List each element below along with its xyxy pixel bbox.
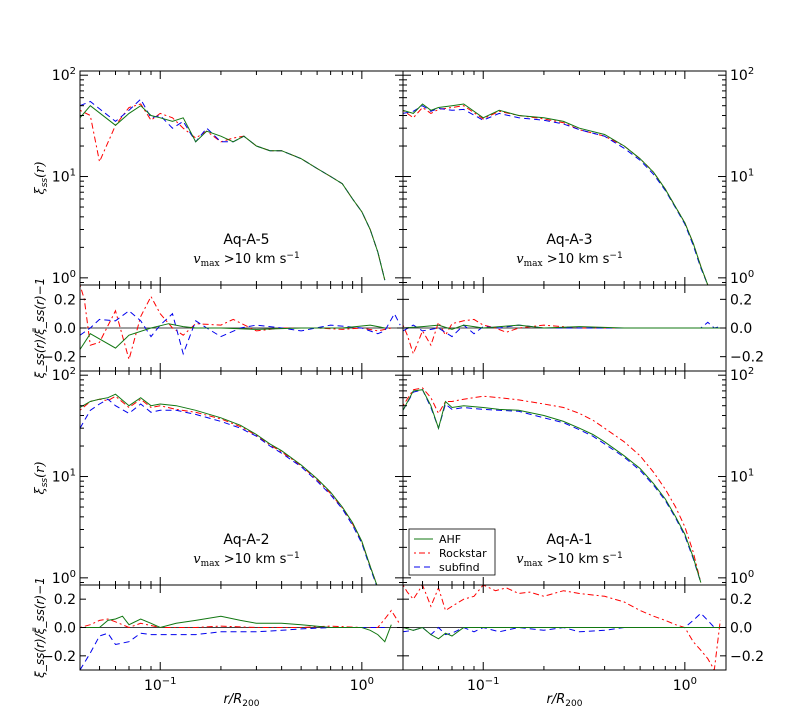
y-tick-label: 100 [52, 569, 76, 587]
ratio-line-rockstar [403, 585, 721, 670]
y-tick-label: 102 [730, 66, 754, 84]
y-tick-label: 101 [52, 468, 76, 486]
legend-label-rockstar: Rockstar [439, 547, 487, 560]
x-axis-label: r/R200 [224, 692, 260, 706]
y-axis-label: ξss(r) [33, 162, 50, 195]
panel-subtitle: vmax >10 km s−1 [193, 551, 299, 569]
series-line-subfind [80, 398, 377, 585]
panel-title: Aq-A-1 [546, 532, 592, 548]
x-axis-label: r/R200 [547, 692, 583, 706]
y-tick-label: 101 [730, 468, 754, 486]
panel-title: Aq-A-3 [546, 232, 592, 248]
legend-box [408, 528, 496, 576]
ratio-line-subfind [80, 310, 401, 356]
legend-label-subfind: subfind [439, 561, 480, 574]
x-tick-label: 100 [673, 676, 697, 694]
legend-label-ahf: AHF [439, 533, 461, 546]
y-tick-label: 102 [52, 366, 76, 384]
ratio-y-tick-label: 0.0 [730, 621, 752, 637]
x-tick-label: 100 [350, 676, 374, 694]
ratio-line-ahf [403, 626, 726, 640]
y-tick-label: 102 [730, 366, 754, 384]
ratio-y-tick-label: 0.0 [730, 321, 752, 337]
y-tick-label: 100 [52, 269, 76, 287]
series-line-rockstar [403, 387, 702, 583]
series-line-ahf [80, 393, 378, 585]
series-line-ahf [403, 389, 702, 583]
ratio-y-tick-label: 0.2 [54, 292, 76, 308]
x-tick-label: 10−1 [144, 676, 177, 694]
ratio-y-tick-label: 0.0 [54, 321, 76, 337]
ratio-line-ahf [403, 324, 726, 330]
x-tick-label: 10−1 [467, 676, 500, 694]
y-tick-label: 101 [52, 168, 76, 186]
series-line-subfind [80, 98, 386, 281]
panel-title: Aq-A-5 [223, 232, 269, 248]
ratio-y-tick-label: 0.0 [54, 621, 76, 637]
panel-top-right: 102 101 100 0.2 0.0 −0.2 Aq-A-3 vmax >10 km s−1 [402, 66, 764, 372]
ratio-y-tick-label: 0.2 [730, 292, 752, 308]
y-tick-label: 101 [730, 168, 754, 186]
panel-subtitle: vmax >10 km s−1 [516, 551, 622, 569]
ratio-line-subfind [80, 627, 385, 670]
panel-title: Aq-A-2 [223, 532, 269, 548]
ratio-line-ahf [80, 615, 392, 643]
panel-subtitle: vmax >10 km s−1 [193, 251, 299, 269]
ratio-y-tick-label: −0.2 [730, 649, 764, 665]
series-line-subfind [403, 389, 702, 583]
y-tick-label: 100 [730, 569, 754, 587]
ratio-y-tick-label: −0.2 [730, 350, 764, 366]
ratio-line-rockstar [80, 285, 392, 362]
ratio-axis-label: ξ_ss(r)/ξ̄_ss(r)−1 [33, 577, 47, 679]
ratio-y-tick-label: −0.2 [42, 649, 76, 665]
ratio-line-rockstar [80, 609, 401, 629]
ratio-y-tick-label: 0.2 [730, 592, 752, 608]
ratio-axis-label: ξ_ss(r)/ξ̄_ss(r)−1 [33, 278, 47, 380]
ratio-line-ahf [80, 323, 385, 350]
y-tick-label: 102 [52, 66, 76, 84]
ratio-line-subfind [403, 612, 715, 636]
panel-bottom-left: 102 101 100 0.2 0.0 −0.2 10−1 100 Aq-A-2 vmax >10… [33, 366, 404, 706]
series-line-ahf [403, 103, 709, 285]
y-tick-label: 100 [730, 269, 754, 287]
panel-subtitle: vmax >10 km s−1 [516, 251, 622, 269]
series-line-subfind [403, 105, 709, 285]
y-axis-label: ξss(r) [33, 462, 50, 495]
ratio-line-rockstar [403, 318, 726, 356]
series-line-rockstar [80, 395, 378, 585]
panel-top-left: 102 101 100 0.2 0.0 −0.2 Aq-A-5 vmax >10 km s−1… [33, 66, 404, 380]
series-line-ahf [80, 105, 386, 281]
ratio-y-tick-label: 0.2 [54, 592, 76, 608]
ratio-y-tick-label: −0.2 [42, 350, 76, 366]
panel-bottom-right: 102 101 100 0.2 0.0 −0.2 10−1 100 Aq-A-1 vmax >10… [402, 366, 764, 706]
